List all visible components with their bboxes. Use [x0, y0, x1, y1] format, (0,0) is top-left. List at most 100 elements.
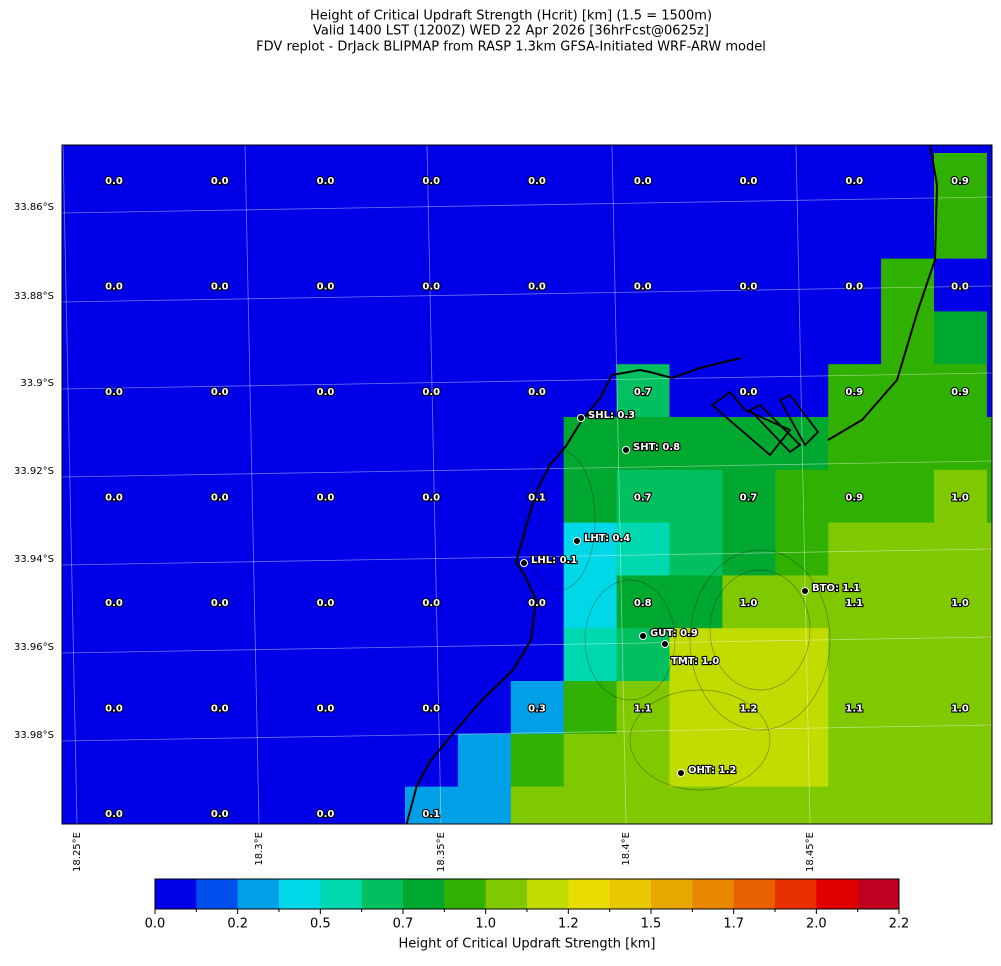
- cell: [352, 311, 406, 365]
- cell: [775, 786, 829, 824]
- colorbar-label: Height of Critical Updraft Strength [km]: [399, 937, 656, 952]
- cell: [616, 469, 670, 524]
- colorbar-tick-label: 0.5: [310, 917, 331, 932]
- cell: [986, 417, 992, 471]
- coast: [405, 357, 742, 824]
- value-label: 0.1: [528, 493, 546, 504]
- cell: [934, 575, 988, 629]
- raster: [62, 145, 992, 824]
- value-label: 0.0: [845, 282, 863, 293]
- cell: [563, 522, 618, 576]
- cell: [828, 205, 882, 260]
- cell: [87, 522, 141, 576]
- coastline: [405, 145, 939, 824]
- cell: [986, 469, 992, 524]
- station-dot: [801, 587, 809, 595]
- cell: [140, 153, 194, 207]
- value-label: 0.0: [317, 598, 335, 609]
- value-label: 1.0: [951, 598, 969, 609]
- cell: [616, 145, 670, 154]
- graticule-line: [62, 724, 992, 742]
- station-label: LHL: 0.1: [531, 555, 577, 566]
- graticule-line: [62, 460, 992, 478]
- cell: [246, 469, 300, 524]
- cell: [405, 205, 459, 260]
- cell: [246, 311, 300, 365]
- cell: [299, 522, 353, 576]
- map-frame: [61, 144, 993, 825]
- cell: [669, 364, 723, 418]
- cell: [299, 145, 353, 154]
- colorbar: 0.0 0.2 0.5 0.7 1.0 1.2 1.5 1.7 2.0 2.2: [145, 878, 909, 932]
- cell: [881, 417, 935, 471]
- cell: [87, 205, 141, 260]
- cell: [775, 258, 829, 312]
- cell: [299, 205, 353, 260]
- cell: [616, 522, 670, 576]
- cell: [246, 205, 300, 260]
- value-label: 0.0: [634, 282, 652, 293]
- cell: [986, 628, 992, 682]
- cell: [193, 733, 247, 788]
- value-label: 0.0: [211, 176, 229, 187]
- graticule-line: [62, 285, 992, 303]
- cell: [352, 258, 406, 312]
- cell: [457, 469, 512, 524]
- cell: [722, 205, 776, 260]
- cell: [299, 786, 353, 824]
- value-label: 0.0: [105, 176, 123, 187]
- cell: [87, 311, 141, 365]
- cell: [722, 522, 776, 576]
- cell: [352, 417, 406, 471]
- value-label: 0.0: [740, 176, 758, 187]
- colorbar-tick-label: 1.0: [475, 917, 496, 932]
- cell: [405, 417, 459, 471]
- station-dot: [622, 446, 630, 454]
- graticule-line: [62, 145, 78, 824]
- cell: [775, 575, 829, 629]
- cell: [352, 205, 406, 260]
- cell: [881, 681, 935, 735]
- cell: [563, 575, 618, 629]
- cell: [881, 364, 935, 418]
- cell: [775, 311, 829, 365]
- lat-label: 33.96°S: [14, 642, 54, 653]
- cell: [828, 258, 882, 312]
- cell: [669, 522, 723, 576]
- value-label: 0.0: [317, 282, 335, 293]
- cell: [510, 153, 565, 207]
- cell: [299, 628, 353, 682]
- cell: [986, 522, 992, 576]
- cell: [563, 205, 618, 260]
- cell: [669, 628, 723, 682]
- value-label: 0.0: [211, 387, 229, 398]
- cell: [140, 628, 194, 682]
- contour: [524, 449, 596, 591]
- value-labels: 0.0 0.0 0.0 0.0 0.0 0.0 0.0 0.0 0.9 0.0 0.0 0.0 0.0 0…: [104, 175, 970, 821]
- cell: [881, 522, 935, 576]
- cell: [62, 628, 89, 682]
- value-label: 0.0: [211, 493, 229, 504]
- cell: [457, 681, 512, 735]
- cell: [775, 628, 829, 682]
- cell: [405, 364, 459, 418]
- graticule-line: [426, 145, 442, 824]
- cell: [722, 417, 776, 471]
- cell: [669, 786, 723, 824]
- lat-label: 33.98°S: [14, 730, 54, 741]
- cell: [616, 575, 670, 629]
- station-label: LHT: 0.4: [584, 533, 630, 544]
- cell: [299, 258, 353, 312]
- value-label: 0.0: [422, 704, 440, 715]
- cell: [669, 417, 723, 471]
- cell: [299, 733, 353, 788]
- value-label: 0.0: [528, 176, 546, 187]
- cell: [193, 145, 247, 154]
- value-label: 0.0: [740, 282, 758, 293]
- colorbar-tick-label: 1.2: [558, 917, 579, 932]
- cell: [775, 522, 829, 576]
- cell: [828, 311, 882, 365]
- value-label: 0.0: [211, 598, 229, 609]
- cell: [669, 575, 723, 629]
- cell: [140, 522, 194, 576]
